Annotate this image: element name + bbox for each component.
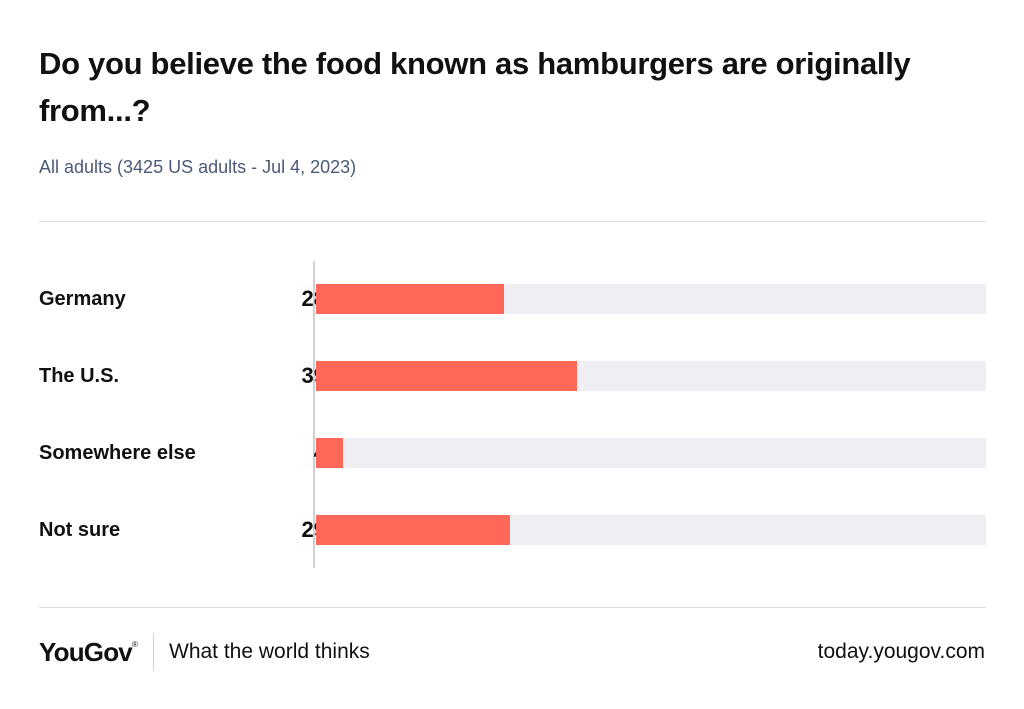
- category-label: Germany: [39, 288, 126, 310]
- bar-row: Somewhere else4%: [39, 438, 986, 468]
- yougov-logo[interactable]: YouGov®: [39, 637, 138, 668]
- logo-registered-mark: ®: [131, 640, 138, 649]
- bar-track: [316, 361, 986, 391]
- bar: [316, 515, 510, 545]
- category-label: Somewhere else: [39, 442, 196, 464]
- bar: [316, 438, 343, 468]
- bar: [316, 284, 504, 314]
- bottom-divider: [39, 607, 986, 608]
- footer-url-link[interactable]: today.yougov.com: [817, 640, 985, 663]
- bar-row: The U.S.39%: [39, 361, 986, 391]
- chart-axis-line: [313, 261, 315, 568]
- bar-track: [316, 284, 986, 314]
- footer-tagline: What the world thinks: [169, 640, 370, 663]
- logo-text: YouGov: [39, 637, 133, 667]
- bar: [316, 361, 577, 391]
- chart-subtitle: All adults (3425 US adults - Jul 4, 2023…: [39, 157, 357, 177]
- bar-track: [316, 515, 986, 545]
- bar-track: [316, 438, 986, 468]
- chart-title: Do you believe the food known as hamburg…: [39, 46, 911, 128]
- category-label: Not sure: [39, 519, 121, 541]
- category-label: The U.S.: [39, 365, 120, 387]
- footer-divider: [153, 633, 154, 671]
- top-divider: [39, 221, 986, 222]
